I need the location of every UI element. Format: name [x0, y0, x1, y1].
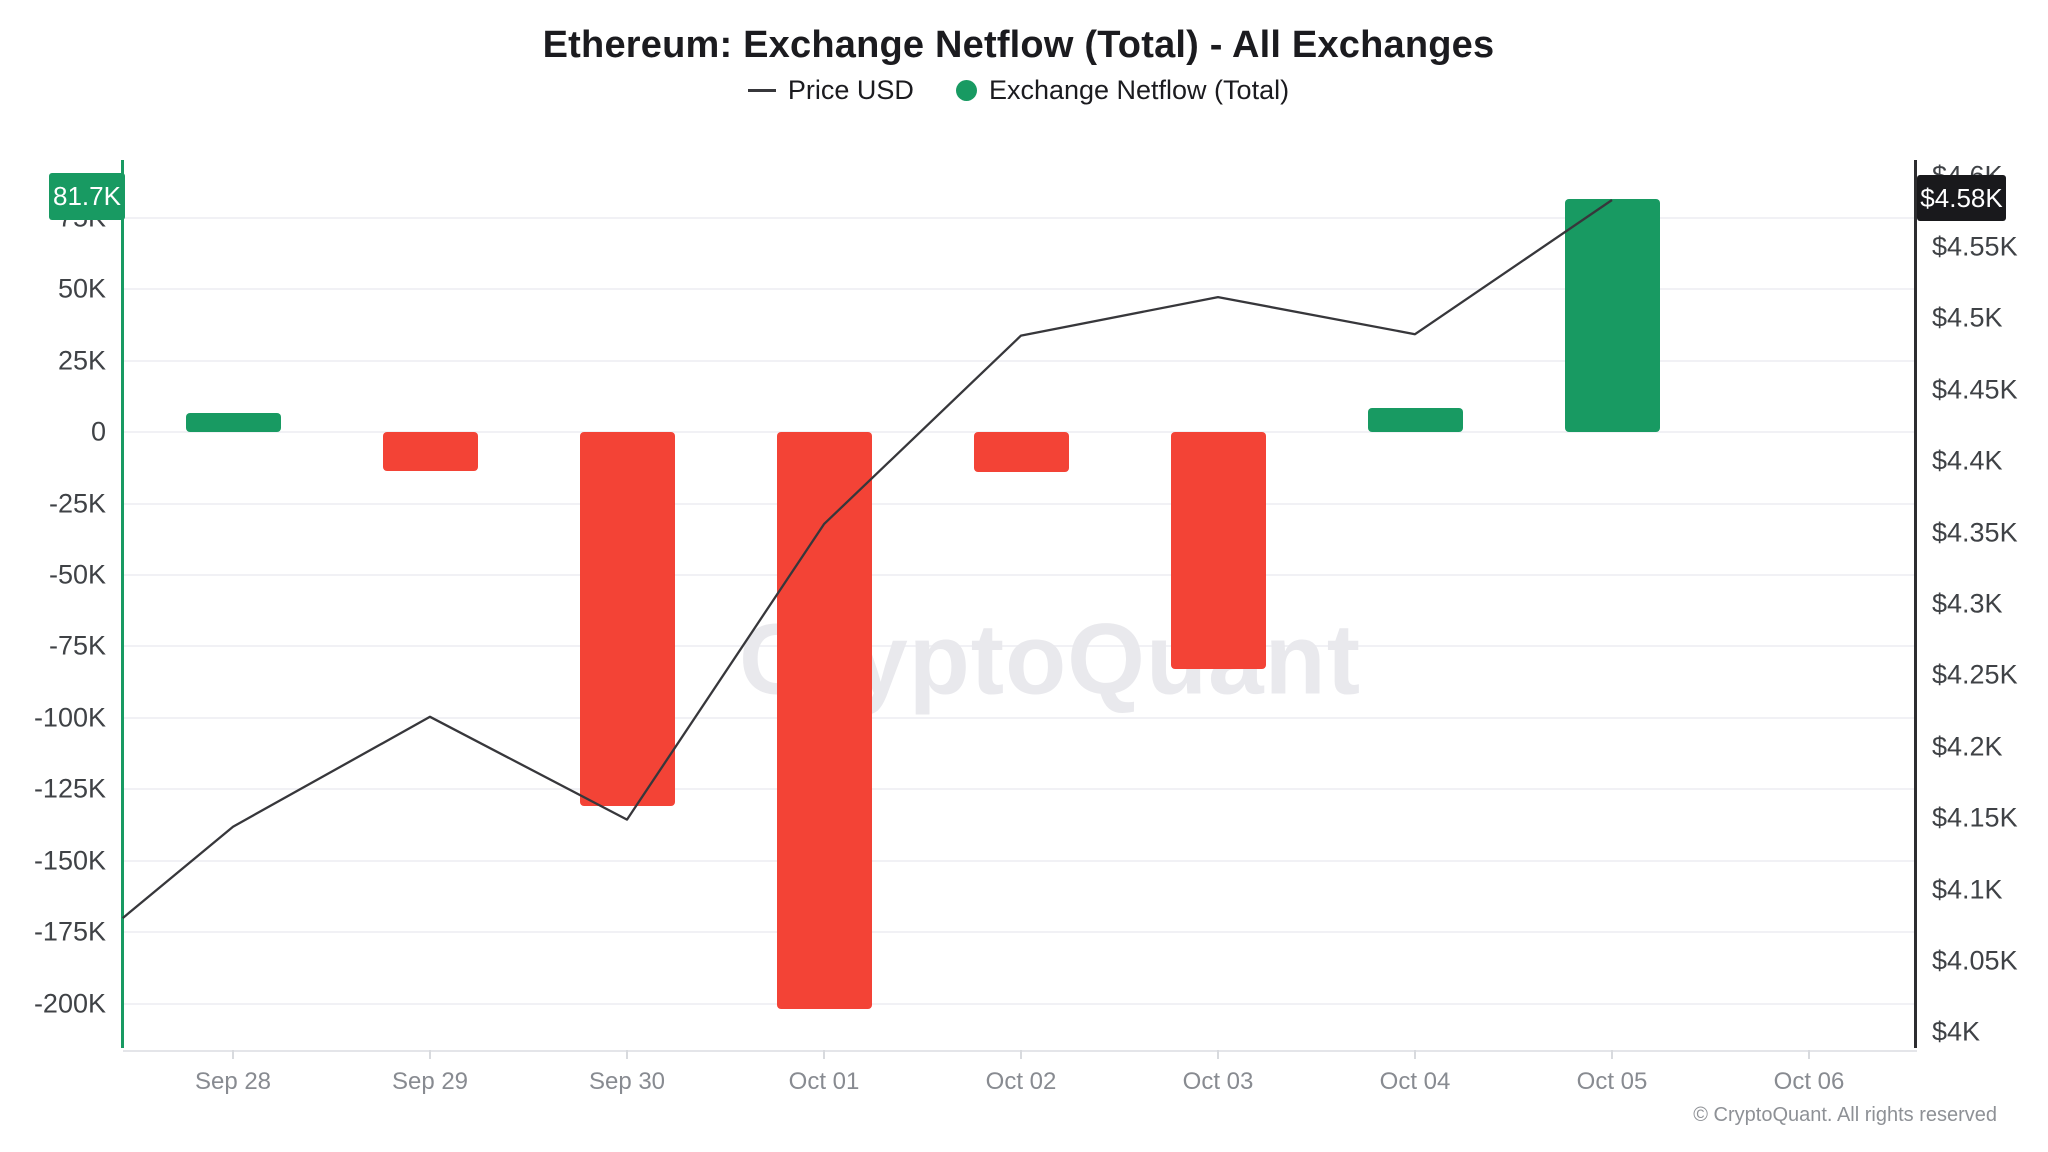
legend-item-netflow[interactable]: Exchange Netflow (Total)	[955, 74, 1290, 106]
right-axis-tick-label-$4.3k: $4.3K	[1932, 588, 2003, 619]
left-axis-tick-label--25k: -25K	[48, 488, 106, 519]
right-axis-line	[1914, 160, 1917, 1048]
x-axis-label-oct-04: Oct 04	[1379, 1068, 1451, 1095]
left-axis-tick-label-50k: 50K	[57, 273, 106, 304]
gridline--100k	[123, 716, 1914, 719]
netflow-bar-sep-29[interactable]	[382, 432, 478, 471]
right-axis-tick-label-$4.55k: $4.55K	[1932, 231, 2018, 262]
left-axis-tick-label--150k: -150K	[33, 845, 106, 876]
legend-netflow-label: Exchange Netflow (Total)	[988, 74, 1290, 105]
right-axis-tick-label-$4.4k: $4.4K	[1932, 445, 2003, 476]
x-axis-tick-oct-05	[1611, 1050, 1613, 1059]
price-current-badge: $4.58K	[1917, 175, 2006, 221]
left-axis-tick-label--100k: -100K	[33, 702, 106, 733]
x-axis-tick-oct-03	[1217, 1050, 1219, 1059]
x-axis-label-oct-03: Oct 03	[1182, 1068, 1254, 1095]
legend-price-label: Price USD	[787, 74, 914, 105]
right-axis-tick-label-$4.15k: $4.15K	[1932, 802, 2018, 833]
copyright-text: © CryptoQuant. All rights reserved	[1693, 1104, 1997, 1126]
legend: Price USD Exchange Netflow (Total)	[123, 72, 1914, 108]
price-line-path	[121, 199, 1613, 919]
right-axis-tick-label-$4.5k: $4.5K	[1932, 302, 2003, 333]
left-axis-tick-label--175k: -175K	[33, 916, 106, 947]
price-line-swatch-icon	[747, 88, 776, 92]
x-axis-tick-oct-01	[823, 1050, 825, 1059]
gridline--25k	[123, 502, 1914, 505]
gridline--125k	[123, 788, 1914, 791]
right-axis-tick-label-$4k: $4K	[1932, 1016, 1981, 1047]
netflow-bar-oct-04[interactable]	[1367, 408, 1463, 433]
x-axis-tick-oct-02	[1020, 1050, 1022, 1059]
gridline--200k	[123, 1002, 1914, 1005]
x-axis-label-oct-01: Oct 01	[788, 1068, 860, 1095]
right-axis-tick-label-$4.25k: $4.25K	[1932, 659, 2018, 690]
chart-title: Ethereum: Exchange Netflow (Total) - All…	[542, 24, 1495, 66]
x-axis-tick-sep-29	[429, 1050, 431, 1059]
legend-item-price[interactable]: Price USD	[747, 74, 914, 106]
right-axis-tick-label-$4.45k: $4.45K	[1932, 374, 2018, 405]
netflow-bar-sep-28[interactable]	[185, 413, 281, 433]
netflow-bar-sep-30[interactable]	[579, 432, 675, 807]
x-axis-label-oct-02: Oct 02	[985, 1068, 1057, 1095]
netflow-bar-oct-01[interactable]	[776, 432, 872, 1010]
netflow-dot-swatch-icon	[955, 79, 977, 101]
left-axis-tick-label--75k: -75K	[48, 630, 106, 661]
right-axis-tick-label-$4.1k: $4.1K	[1932, 874, 2003, 905]
x-axis-label-oct-05: Oct 05	[1576, 1068, 1648, 1095]
left-axis-tick-label-0: 0	[90, 416, 106, 447]
left-axis-line	[121, 160, 124, 1048]
gridline-25k	[123, 359, 1914, 362]
x-axis-tick-oct-04	[1414, 1050, 1416, 1059]
x-axis-tick-sep-28	[232, 1050, 234, 1059]
x-axis-label-sep-29: Sep 29	[391, 1068, 469, 1095]
x-axis-tick-sep-30	[626, 1050, 628, 1059]
x-axis-label-oct-06: Oct 06	[1773, 1068, 1845, 1095]
left-axis-tick-label--125k: -125K	[33, 773, 106, 804]
x-axis-tick-oct-06	[1808, 1050, 1810, 1059]
gridline-50k	[123, 288, 1914, 291]
netflow-current-badge: 81.7K	[49, 173, 125, 220]
gridline--50k	[123, 574, 1914, 577]
netflow-bar-oct-05[interactable]	[1564, 198, 1660, 433]
left-axis-tick-label--200k: -200K	[33, 988, 106, 1018]
netflow-bar-oct-03[interactable]	[1170, 432, 1266, 670]
gridline--75k	[123, 645, 1914, 648]
x-axis-label-sep-28: Sep 28	[194, 1068, 272, 1095]
gridline--175k	[123, 931, 1914, 934]
gridline-75k	[123, 217, 1914, 220]
netflow-bar-oct-02[interactable]	[973, 432, 1069, 473]
gridline--150k	[123, 859, 1914, 862]
left-axis-tick-label-25k: 25K	[57, 345, 106, 376]
right-axis-tick-label-$4.2k: $4.2K	[1932, 731, 2003, 762]
left-axis-tick-label--50k: -50K	[48, 559, 106, 590]
x-axis-label-sep-30: Sep 30	[588, 1068, 666, 1095]
right-axis-tick-label-$4.05k: $4.05K	[1932, 945, 2018, 976]
right-axis-tick-label-$4.35k: $4.35K	[1932, 517, 2018, 548]
